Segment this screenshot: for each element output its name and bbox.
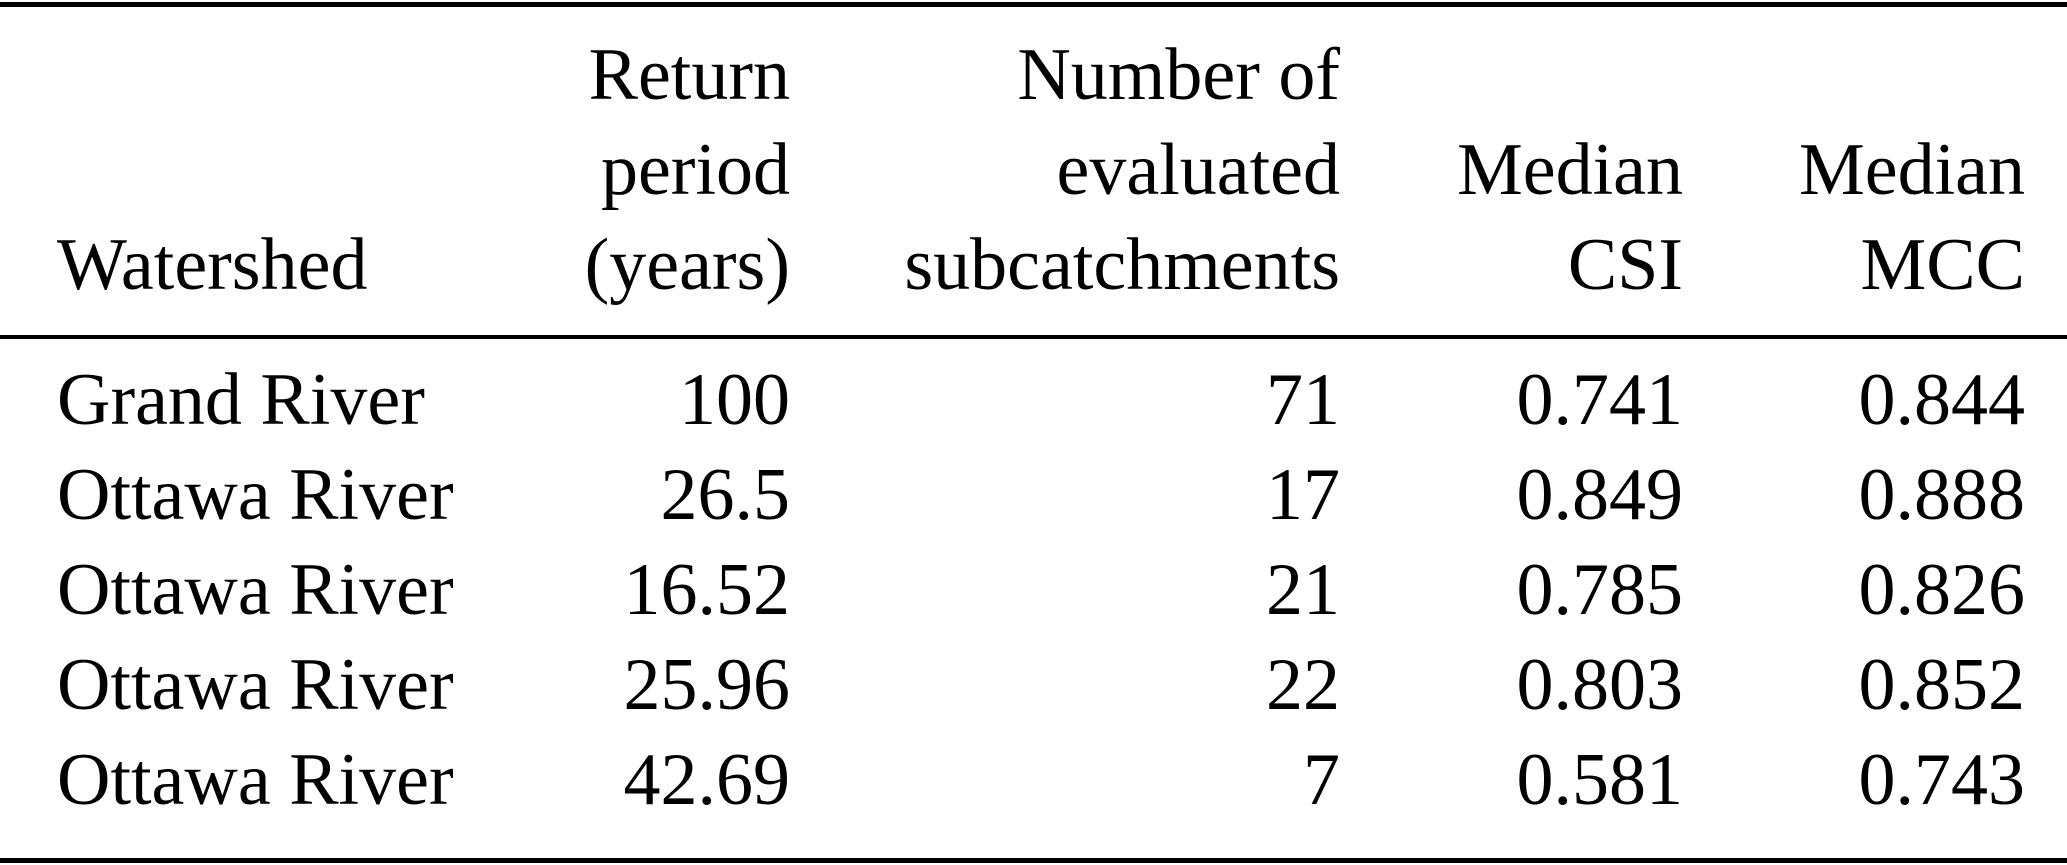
header-median-csi: Median CSI [1340,4,1683,339]
table-body: Grand River 100 71 0.741 0.844 Ottawa Ri… [0,337,2067,861]
cell-watershed: Ottawa River [57,549,454,631]
header-csi-line2: CSI [1567,224,1683,306]
cell-watershed: Ottawa River [57,644,454,726]
cell-watershed: Ottawa River [57,739,454,821]
header-subcatch-line1: Number of [1017,34,1340,116]
cell-median-csi: 0.803 [1516,644,1684,726]
table-row: Grand River 100 71 0.741 0.844 [0,337,2067,448]
header-return-period: Return period (years) [500,4,790,339]
header-csi-line1: Median [1456,129,1683,211]
cell-subcatchments: 22 [1266,644,1340,726]
table-row: Ottawa River 42.69 7 0.581 0.743 [0,733,2067,861]
header-row: Watershed Return period (years) Number o… [0,4,2067,339]
table-header: Watershed Return period (years) Number o… [0,4,2067,339]
cell-median-mcc: 0.826 [1858,549,2026,631]
cell-median-mcc: 0.888 [1858,454,2026,536]
header-watershed-label: Watershed [57,224,368,306]
cell-median-csi: 0.581 [1516,739,1684,821]
cell-return-period: 16.52 [623,549,791,631]
header-mcc-line2: MCC [1860,224,2025,306]
cell-subcatchments: 21 [1266,549,1340,631]
header-return-line1: Return [588,34,790,116]
cell-return-period: 26.5 [660,454,791,536]
cell-watershed: Ottawa River [57,454,454,536]
cell-return-period: 100 [679,359,790,441]
header-return-line2: period [600,129,790,211]
cell-watershed: Grand River [57,359,425,441]
cell-median-csi: 0.741 [1516,359,1684,441]
table-row: Ottawa River 16.52 21 0.785 0.826 [0,543,2067,638]
cell-subcatchments: 17 [1266,454,1340,536]
cell-return-period: 25.96 [623,644,791,726]
cell-median-mcc: 0.743 [1858,739,2026,821]
header-median-mcc: Median MCC [1683,4,2067,339]
cell-return-period: 42.69 [623,739,791,821]
header-mcc-line1: Median [1798,129,2025,211]
cell-median-mcc: 0.852 [1858,644,2026,726]
cell-subcatchments: 7 [1303,739,1340,821]
header-subcatch-line3: subcatchments [904,224,1340,306]
header-subcatchments: Number of evaluated subcatchments [790,4,1341,339]
header-watershed: Watershed [0,4,500,339]
cell-median-csi: 0.785 [1516,549,1684,631]
cell-subcatchments: 71 [1266,359,1340,441]
header-subcatch-line2: evaluated [1056,129,1341,211]
cell-median-mcc: 0.844 [1858,359,2026,441]
cell-median-csi: 0.849 [1516,454,1684,536]
table-row: Ottawa River 26.5 17 0.849 0.888 [0,448,2067,543]
table-row: Ottawa River 25.96 22 0.803 0.852 [0,638,2067,733]
header-return-line3: (years) [584,224,790,306]
